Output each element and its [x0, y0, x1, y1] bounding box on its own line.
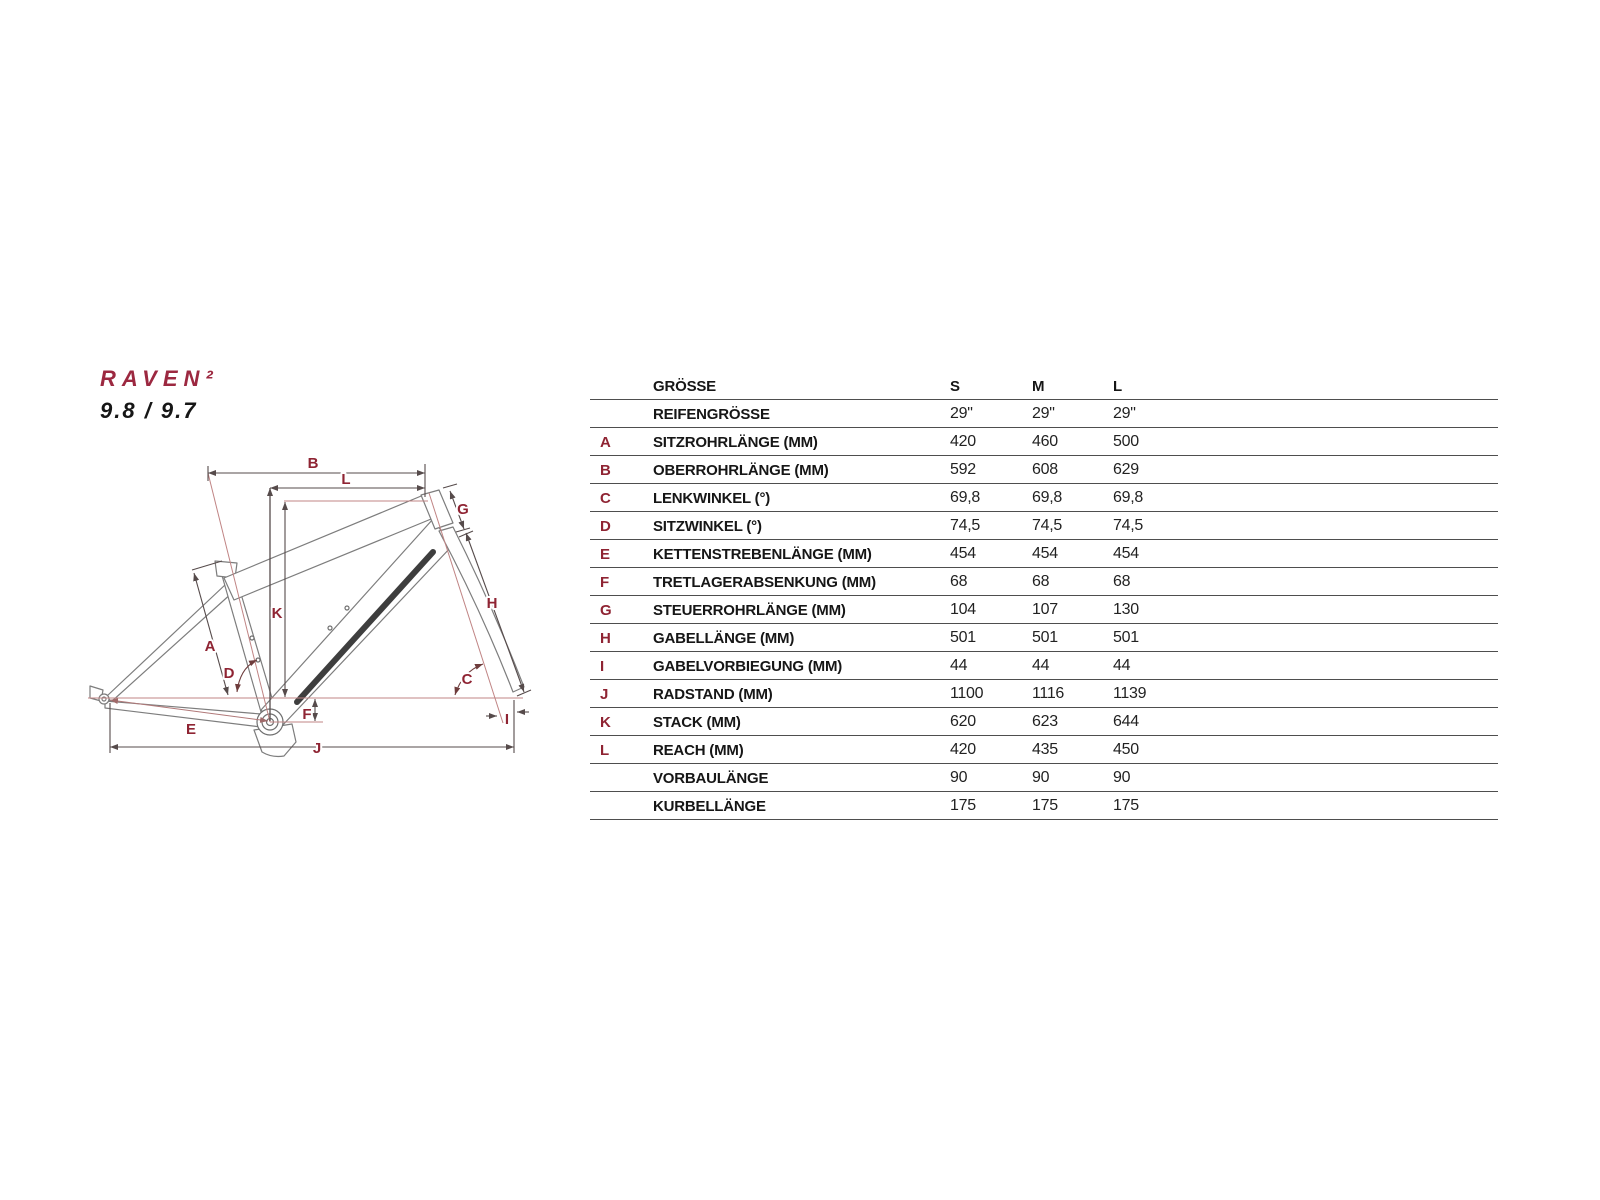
dim-label-e: E [186, 721, 196, 738]
table-row: D SITZWINKEL (°) 74,5 74,5 74,5 [590, 512, 1498, 540]
table-row: E KETTENSTREBENLÄNGE (MM) 454 454 454 [590, 540, 1498, 568]
table-row: L REACH (MM) 420 435 450 [590, 736, 1498, 764]
header-size-label: GRÖSSE [653, 378, 716, 395]
table-row: VORBAULÄNGE 90 90 90 [590, 764, 1498, 792]
table-row: A SITZROHRLÄNGE (MM) 420 460 500 [590, 428, 1498, 456]
model-name: RAVEN² [100, 366, 219, 391]
table-row: I GABELVORBIEGUNG (MM) 44 44 44 [590, 652, 1498, 680]
table-header-row: GRÖSSE S M L [590, 372, 1498, 400]
header-col-m: M [1032, 378, 1045, 395]
header-col-s: S [950, 378, 961, 395]
angle-arcs [235, 659, 484, 696]
table-row: F TRETLAGERABSENKUNG (MM) 68 68 68 [590, 568, 1498, 596]
table-row: H GABELLÄNGE (MM) 501 501 501 [590, 624, 1498, 652]
dim-label-l: L [341, 471, 350, 488]
dimension-lines [109, 464, 532, 753]
dim-label-k: K [272, 605, 283, 622]
table-row: REIFENGRÖSSE 29" 29" 29" [590, 400, 1498, 428]
table-row: G STEUERROHRLÄNGE (MM) 104 107 130 [590, 596, 1498, 624]
dim-label-g: G [457, 501, 469, 518]
dim-label-c: C [462, 671, 473, 688]
table-row: KURBELLÄNGE 175 175 175 [590, 792, 1498, 820]
dim-label-d: D [224, 665, 235, 682]
dim-label-f: F [302, 706, 311, 723]
dim-label-a: A [205, 638, 216, 655]
dim-label-i: I [505, 711, 509, 728]
table-row: K STACK (MM) 620 623 644 [590, 708, 1498, 736]
header-col-l: L [1113, 378, 1123, 395]
table-row: J RADSTAND (MM) 1100 1116 1139 [590, 680, 1498, 708]
table-row: C LENKWINKEL (°) 69,8 69,8 69,8 [590, 484, 1498, 512]
dim-label-h: H [487, 595, 498, 612]
geometry-table: GRÖSSE S M L REIFENGRÖSSE 29" 29" 29" A … [590, 372, 1498, 820]
model-versions: 9.8 / 9.7 [100, 398, 198, 423]
table-row: B OBERROHRLÄNGE (MM) 592 608 629 [590, 456, 1498, 484]
dim-label-j: J [313, 740, 321, 757]
dimension-letters: B L G H K A D C F E J I [184, 453, 511, 759]
dimension-e-line [109, 698, 269, 723]
dim-label-b: B [308, 455, 319, 472]
downtube-insert [294, 549, 436, 705]
